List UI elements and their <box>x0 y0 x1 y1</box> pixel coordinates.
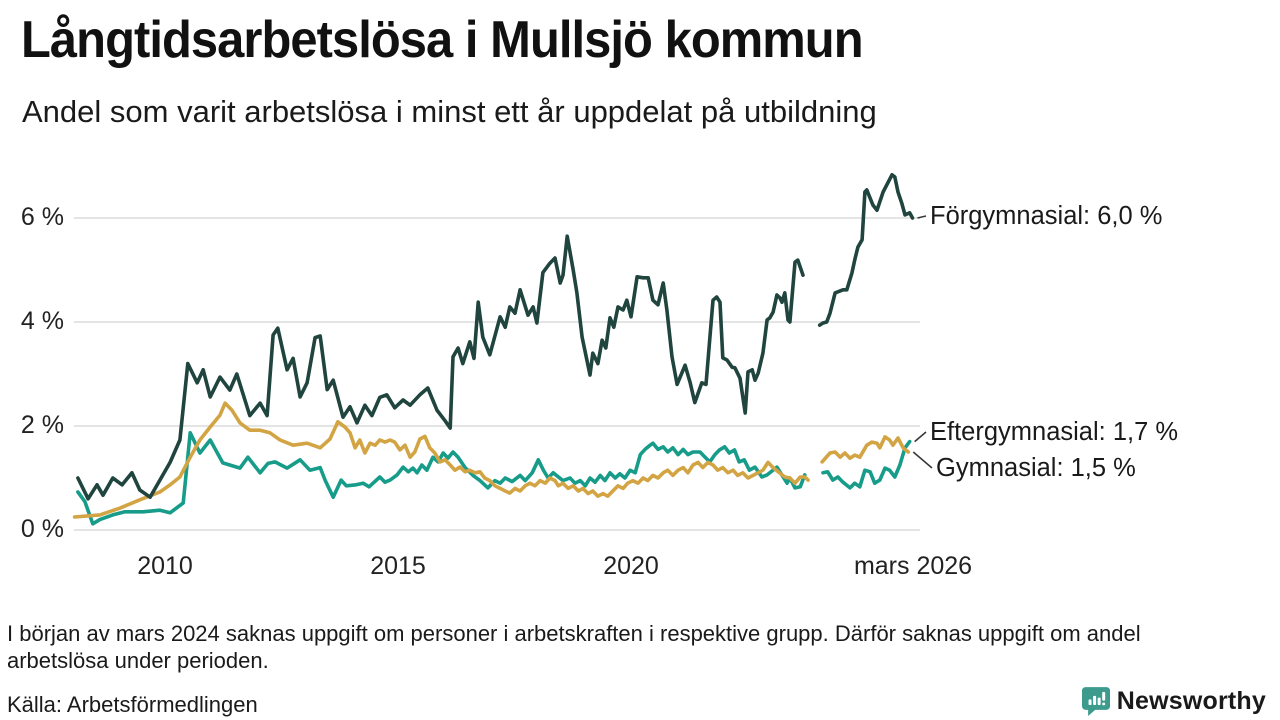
page-subtitle: Andel som varit arbetslösa i minst ett å… <box>22 94 877 129</box>
x-axis-tick-2020: 2020 <box>603 552 659 580</box>
footnote: I början av mars 2024 saknas uppgift om … <box>7 621 1141 673</box>
series-label-forgymnasial: Förgymnasial: 6,0 % <box>930 202 1163 230</box>
newsworthy-logo-text: Newsworthy <box>1116 687 1266 715</box>
y-axis-tick-0: 0 % <box>20 515 64 543</box>
line-chart <box>72 173 933 531</box>
y-axis-tick-2: 2 % <box>20 411 64 439</box>
x-axis-tick-2015: 2015 <box>370 552 426 580</box>
y-axis-tick-6: 6 % <box>20 203 64 231</box>
newsworthy-logo-icon <box>1081 686 1110 717</box>
x-axis-tick-mars-2026: mars 2026 <box>853 552 973 580</box>
y-axis-tick-4: 4 % <box>20 307 64 335</box>
source-credit: Källa: Arbetsförmedlingen <box>7 692 258 717</box>
series-label-gymnasial: Gymnasial: 1,5 % <box>936 454 1136 482</box>
x-axis-tick-2010: 2010 <box>137 552 193 580</box>
newsworthy-logo: Newsworthy <box>1081 686 1266 717</box>
series-label-eftergymnasial: Eftergymnasial: 1,7 % <box>930 418 1179 446</box>
page-title: Långtidsarbetslösa i Mullsjö kommun <box>21 11 864 69</box>
